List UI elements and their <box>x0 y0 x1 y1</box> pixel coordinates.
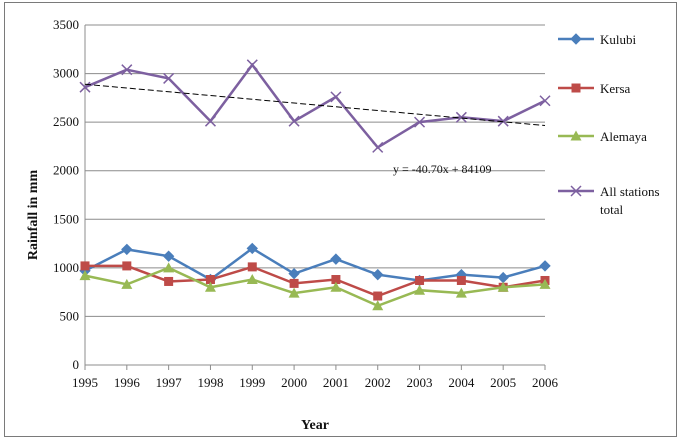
data-point-alemaya <box>79 270 91 281</box>
data-point-all-stations-total <box>163 72 175 84</box>
data-point-all-stations-total <box>372 141 384 153</box>
series-kulubi <box>79 242 551 287</box>
legend-marker-all-stations-total <box>570 185 582 197</box>
data-point-kersa <box>331 275 341 285</box>
x-tick-label: 2006 <box>532 375 559 390</box>
x-tick-label: 1999 <box>239 375 265 390</box>
data-point-all-stations-total <box>79 81 91 93</box>
data-point-alemaya <box>163 262 175 273</box>
x-tick-label: 1998 <box>197 375 223 390</box>
x-tick-label: 2002 <box>365 375 391 390</box>
series-line-kulubi <box>84 246 546 282</box>
x-tick-label: 1997 <box>156 375 183 390</box>
y-tick-label: 3000 <box>53 66 79 81</box>
data-point-all-stations-total <box>121 64 133 76</box>
data-point-all-stations-total <box>497 115 509 127</box>
data-point-kulubi <box>121 243 133 256</box>
gridlines <box>85 24 545 317</box>
data-point-kulubi <box>497 271 509 284</box>
legend: Kulubi Kersa Alemaya All stations total <box>558 32 660 217</box>
series-all-stations-total <box>79 59 551 153</box>
data-point-kersa <box>122 261 132 271</box>
y-tick-label: 2000 <box>53 163 79 178</box>
legend-label-kulubi: Kulubi <box>600 32 637 47</box>
series-line-kersa <box>85 264 546 298</box>
x-tick-label: 2000 <box>281 375 307 390</box>
x-tick-label: 2005 <box>490 375 516 390</box>
legend-item-kulubi: Kulubi <box>558 32 637 47</box>
data-point-all-stations-total <box>288 115 300 127</box>
data-point-kersa <box>415 275 425 285</box>
data-point-alemaya <box>539 278 551 289</box>
data-point-all-stations-total <box>539 95 551 107</box>
data-point-kersa <box>80 261 90 271</box>
data-point-all-stations-total <box>330 91 342 103</box>
data-point-kulubi <box>372 268 384 281</box>
legend-item-kersa: Kersa <box>558 81 631 96</box>
data-point-kulubi <box>330 253 342 265</box>
data-point-kersa <box>373 291 383 301</box>
data-point-alemaya <box>372 300 384 311</box>
y-tick-label: 3500 <box>53 17 79 32</box>
data-point-kulubi <box>246 242 258 255</box>
data-point-kersa <box>247 262 257 272</box>
x-tick-label: 1996 <box>114 375 141 390</box>
y-tick-label: 2500 <box>53 114 79 129</box>
trendline-equation: y = -40.70x + 84109 <box>393 162 492 176</box>
series-alemaya <box>79 262 551 311</box>
data-point-all-stations-total <box>414 116 426 128</box>
trendline <box>84 83 546 127</box>
data-point-all-stations-total <box>246 59 258 71</box>
legend-label-alemaya: Alemaya <box>600 129 647 144</box>
x-tick-label: 1995 <box>72 375 98 390</box>
legend-marker-kulubi <box>570 33 582 45</box>
y-tick-label: 0 <box>73 357 80 372</box>
legend-label-all-stations-total: total <box>600 202 623 217</box>
x-tick-label: 2004 <box>448 375 475 390</box>
legend-item-all-stations-total: All stations total <box>558 184 660 217</box>
data-point-alemaya <box>330 281 342 292</box>
x-tick-label: 2001 <box>323 375 349 390</box>
data-point-kulubi <box>539 260 551 272</box>
chart-frame: 0 500 1000 1500 2000 2500 3000 3500 1995 1996 199… <box>4 2 677 437</box>
data-point-alemaya <box>414 284 426 295</box>
trendline-layer <box>84 83 546 127</box>
legend-item-alemaya: Alemaya <box>558 129 647 144</box>
x-tick-labels: 1995 1996 1997 1998 1999 2000 2001 2002 2003 2004… <box>72 365 559 390</box>
legend-label-kersa: Kersa <box>600 81 631 96</box>
x-axis-title: Year <box>301 418 329 433</box>
legend-marker-kersa <box>571 83 581 93</box>
data-point-kulubi <box>288 267 300 280</box>
data-point-kersa <box>205 275 215 285</box>
series-line-alemaya <box>84 266 546 308</box>
y-tick-labels: 0 500 1000 1500 2000 2500 3000 3500 <box>53 17 79 372</box>
data-point-all-stations-total <box>455 111 467 123</box>
data-point-all-stations-total <box>204 115 216 127</box>
legend-marker-alemaya <box>570 130 582 141</box>
data-point-kersa <box>164 276 174 286</box>
data-point-alemaya <box>497 281 509 292</box>
data-point-kersa <box>456 275 466 285</box>
data-point-alemaya <box>288 287 300 298</box>
y-tick-label: 500 <box>60 308 80 323</box>
data-point-kulubi <box>162 250 175 262</box>
data-point-alemaya <box>455 287 467 298</box>
y-tick-label: 1000 <box>53 260 79 275</box>
series-layer <box>79 59 551 311</box>
data-point-alemaya <box>246 274 258 285</box>
axes <box>84 25 545 366</box>
x-tick-label: 2003 <box>407 375 433 390</box>
data-point-kersa <box>289 278 299 288</box>
y-tick-label: 1500 <box>53 211 79 226</box>
series-kersa <box>80 261 550 301</box>
series-line-all-stations-total <box>84 62 546 150</box>
y-axis-title: Rainfall in mm <box>26 170 41 261</box>
data-point-alemaya <box>121 278 133 289</box>
data-point-alemaya <box>204 281 216 292</box>
legend-label-all-stations-total: All stations <box>600 184 660 199</box>
